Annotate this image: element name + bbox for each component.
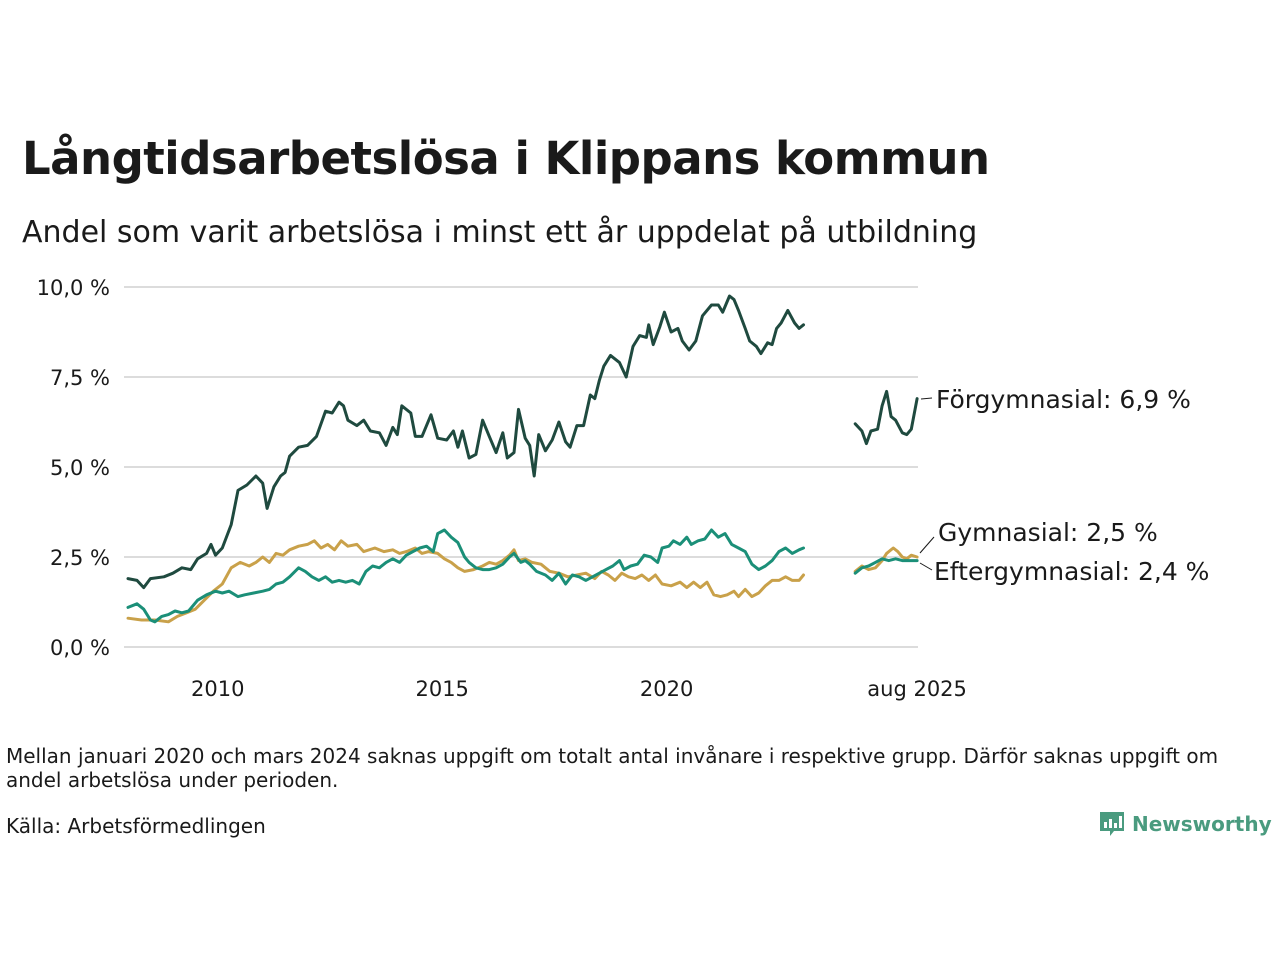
grid-lines: [124, 286, 918, 648]
x-tick-label: 2010: [191, 677, 244, 701]
y-tick-label: 0,0 %: [50, 636, 110, 660]
series-line-förgymnasial: [126, 294, 805, 590]
newsworthy-logo-text: Newsworthy: [1132, 812, 1272, 836]
series-line-förgymnasial: [853, 389, 919, 446]
series-line-gymnasial: [126, 539, 805, 624]
series-end-labels: Förgymnasial: 6,9 % Gymnasial: 2,5 % Efter…: [919, 385, 1209, 586]
label-leader-line: [919, 562, 933, 571]
series-end-label: Gymnasial: 2,5 %: [938, 518, 1158, 547]
y-tick-label: 7,5 %: [50, 366, 110, 390]
x-axis: 2010 2015 2020 aug 2025: [191, 677, 967, 701]
series-line-gymnasial: [853, 546, 919, 573]
label-leader-line: [919, 536, 935, 554]
x-tick-label: 2020: [640, 677, 693, 701]
label-leader-line: [920, 397, 933, 400]
chart-subtitle: Andel som varit arbetslösa i minst ett å…: [22, 215, 978, 250]
y-tick-label: 5,0 %: [50, 456, 110, 480]
series-end-label: Eftergymnasial: 2,4 %: [934, 557, 1209, 586]
line-chart: 0,0 % 2,5 % 5,0 % 7,5 % 10,0 % 2010 2015 2020 a…: [37, 276, 1210, 701]
newsworthy-logo: Newsworthy: [1099, 808, 1272, 840]
series-lines: [126, 294, 919, 624]
chart-title: Långtidsarbetslösa i Klippans kommun: [22, 132, 990, 185]
y-axis: 0,0 % 2,5 % 5,0 % 7,5 % 10,0 %: [37, 276, 110, 660]
series-line-eftergymnasial: [126, 528, 805, 624]
series-line-eftergymnasial: [853, 557, 919, 575]
y-tick-label: 10,0 %: [37, 276, 110, 300]
series-end-label: Förgymnasial: 6,9 %: [936, 385, 1191, 414]
x-tick-label: 2015: [415, 677, 468, 701]
x-tick-label: aug 2025: [867, 677, 967, 701]
newsworthy-logo-icon: [1100, 812, 1124, 836]
y-tick-label: 2,5 %: [50, 546, 110, 570]
source-text: Källa: Arbetsförmedlingen: [6, 814, 266, 838]
footnote: Mellan januari 2020 och mars 2024 saknas…: [6, 744, 1219, 792]
